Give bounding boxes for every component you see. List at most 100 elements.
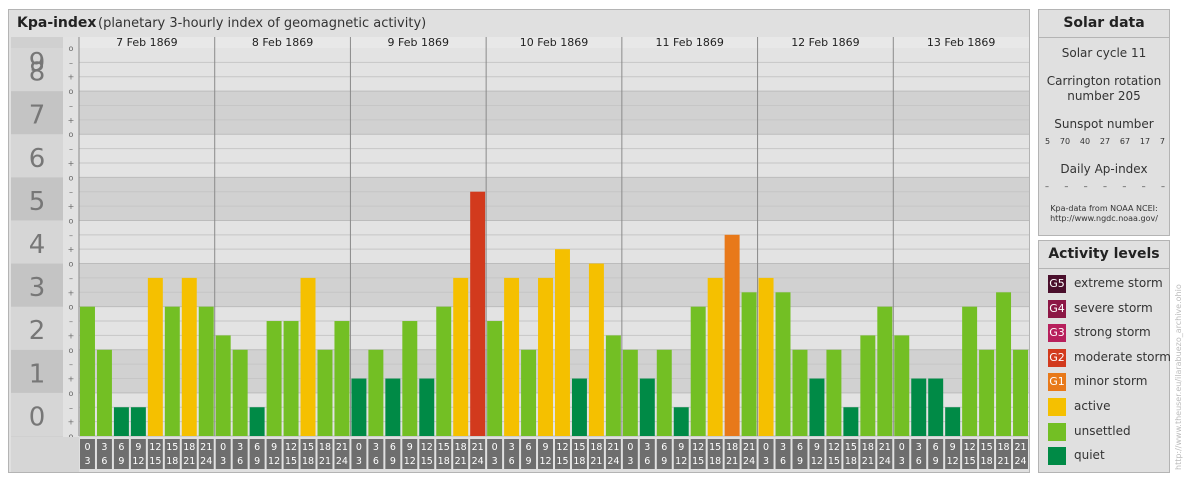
interval-start-label: 15: [302, 442, 314, 453]
interval-start-label: 9: [542, 442, 548, 453]
interval-end-label: 18: [981, 456, 993, 467]
interval-end-label: 18: [573, 456, 585, 467]
sunspot-value: 7: [1159, 137, 1165, 146]
interval-box: [402, 439, 418, 469]
interval-end-label: 21: [998, 456, 1010, 467]
legend-swatch: G1: [1048, 373, 1066, 392]
interval-end-label: 9: [797, 456, 803, 467]
interval-box: [996, 439, 1012, 469]
interval-box: [147, 439, 163, 469]
daily-ap-value: –: [1141, 182, 1146, 191]
kp-bar: [147, 277, 163, 436]
minor-tick-label: –: [69, 317, 73, 326]
interval-box: [792, 439, 808, 469]
interval-start-label: 6: [797, 442, 803, 453]
minor-tick-label: o: [69, 432, 74, 441]
kp-bar: [775, 292, 791, 436]
legend-item: G5 extreme storm: [1048, 275, 1170, 295]
kp-bar: [622, 349, 638, 436]
interval-end-label: 21: [319, 456, 331, 467]
legend-swatch: G4: [1048, 299, 1066, 318]
interval-box: [911, 439, 927, 469]
k-band: [79, 263, 1029, 307]
k-band: [79, 134, 1029, 178]
minor-tick-label: +: [68, 159, 75, 168]
interval-start-label: 3: [373, 442, 379, 453]
interval-start-label: 12: [828, 442, 840, 453]
sunspot-value: 40: [1079, 137, 1091, 146]
kp-bar: [555, 249, 570, 436]
k-label-band: [11, 392, 63, 436]
kp-bar: [351, 378, 367, 436]
day-label: 7 Feb 1869: [116, 37, 177, 49]
interval-start-label: 15: [166, 442, 178, 453]
interval-box: [588, 439, 604, 469]
interval-start-label: 6: [661, 442, 667, 453]
minor-tick-label: +: [68, 202, 75, 211]
interval-start-label: 21: [607, 442, 619, 453]
kp-bar: [639, 378, 655, 436]
sunspot-values: 5 70 40 27 67 17 7: [1045, 137, 1165, 146]
kp-bar: [962, 306, 978, 436]
interval-box: [504, 439, 520, 469]
interval-start-label: 0: [899, 442, 905, 453]
kp-bar: [996, 292, 1012, 436]
interval-start-label: 0: [492, 442, 498, 453]
interval-end-label: 9: [526, 456, 532, 467]
y-tick-label: 2: [29, 316, 46, 346]
k-band: [79, 48, 1029, 92]
interval-end-label: 12: [268, 456, 280, 467]
interval-end-label: 18: [438, 456, 450, 467]
daily-ap-value: –: [1083, 182, 1088, 191]
kpa-chart-panel: Kpa-index (planetary 3-hourly index of g…: [8, 9, 1030, 473]
interval-start-label: 12: [285, 442, 297, 453]
interval-box: [283, 439, 299, 469]
interval-box: [215, 439, 231, 469]
interval-box: [962, 439, 978, 469]
interval-end-label: 24: [743, 456, 755, 467]
minor-tick-label: +: [68, 418, 75, 427]
kp-bar: [232, 349, 248, 436]
y-tick-label: 3: [29, 273, 46, 303]
kp-bar: [215, 335, 231, 436]
kp-bar: [283, 321, 299, 436]
minor-tick-label: +: [68, 331, 75, 340]
interval-box: [300, 439, 316, 469]
y-tick-label: 0: [29, 402, 46, 432]
k-label-band: [11, 134, 63, 178]
interval-end-label: 24: [1014, 456, 1026, 467]
kp-bar: [300, 277, 316, 436]
legend-label: strong storm: [1074, 325, 1151, 340]
day-label: 13 Feb 1869: [927, 37, 995, 49]
y-tick-label: 4: [29, 230, 46, 260]
interval-start-label: 18: [998, 442, 1010, 453]
legend-item: G2 moderate storm: [1048, 348, 1171, 369]
k-label-band: [11, 220, 63, 264]
minor-tick-label: +: [68, 288, 75, 297]
minor-tick-label: o: [69, 303, 74, 312]
interval-start-label: 9: [271, 442, 277, 453]
kp-bar: [758, 277, 774, 436]
interval-start-label: 0: [84, 442, 90, 453]
interval-box: [741, 439, 757, 469]
interval-box: [656, 439, 672, 469]
interval-end-label: 24: [200, 456, 212, 467]
legend-label: extreme storm: [1074, 276, 1163, 290]
solar-data-title: Solar data: [1039, 10, 1169, 38]
interval-start-label: 21: [336, 442, 348, 453]
interval-end-label: 12: [132, 456, 144, 467]
interval-box: [724, 439, 740, 469]
interval-start-label: 15: [845, 442, 857, 453]
interval-end-label: 15: [421, 456, 433, 467]
kp-bar: [571, 378, 587, 436]
interval-start-label: 6: [118, 442, 124, 453]
k-label-band: [11, 349, 63, 393]
daily-ap-values: – – – – – – –: [1045, 182, 1165, 191]
interval-box: [266, 439, 282, 469]
interval-end-label: 21: [726, 456, 738, 467]
interval-box: [436, 439, 452, 469]
legend-swatch: G5: [1048, 275, 1066, 293]
interval-start-label: 9: [407, 442, 413, 453]
kp-bar: [249, 407, 265, 436]
